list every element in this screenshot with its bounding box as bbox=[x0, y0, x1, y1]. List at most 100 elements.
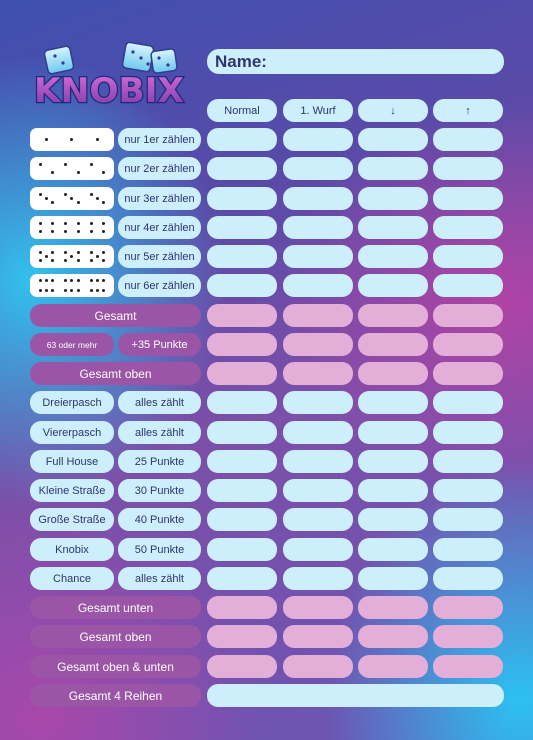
score-cell[interactable] bbox=[358, 567, 428, 590]
score-cell[interactable] bbox=[283, 391, 353, 414]
category-points-label: 30 Punkte bbox=[118, 479, 201, 502]
score-cell[interactable] bbox=[433, 567, 503, 590]
score-cell[interactable] bbox=[283, 157, 353, 180]
score-cell[interactable] bbox=[433, 187, 503, 210]
score-cell[interactable] bbox=[433, 391, 503, 414]
die-face-icon bbox=[63, 221, 81, 234]
score-cell[interactable] bbox=[283, 216, 353, 239]
score-cell[interactable] bbox=[283, 128, 353, 151]
score-cell[interactable] bbox=[358, 362, 428, 385]
die-face-icon bbox=[38, 192, 56, 205]
score-cell[interactable] bbox=[433, 625, 503, 648]
score-cell[interactable] bbox=[358, 157, 428, 180]
category-name-label: Viererpasch bbox=[30, 421, 114, 444]
score-cell[interactable] bbox=[207, 625, 277, 648]
score-cell[interactable] bbox=[283, 655, 353, 678]
die-face-icon bbox=[63, 250, 81, 263]
score-cell[interactable] bbox=[283, 625, 353, 648]
score-cell[interactable] bbox=[433, 157, 503, 180]
score-cell[interactable] bbox=[433, 216, 503, 239]
score-cell[interactable] bbox=[207, 450, 277, 473]
score-cell[interactable] bbox=[358, 274, 428, 297]
score-cell[interactable] bbox=[433, 450, 503, 473]
score-cell[interactable] bbox=[207, 333, 277, 356]
score-cell[interactable] bbox=[207, 538, 277, 561]
score-cell[interactable] bbox=[207, 596, 277, 619]
score-cell[interactable] bbox=[433, 274, 503, 297]
score-cell[interactable] bbox=[358, 508, 428, 531]
score-cell[interactable] bbox=[358, 450, 428, 473]
score-cell[interactable] bbox=[207, 187, 277, 210]
score-cell[interactable] bbox=[358, 245, 428, 268]
score-cell[interactable] bbox=[207, 391, 277, 414]
total-label-3: Gesamt oben & unten bbox=[30, 655, 201, 678]
score-cell[interactable] bbox=[358, 479, 428, 502]
category-points-label: alles zählt bbox=[118, 567, 201, 590]
score-cell[interactable] bbox=[207, 157, 277, 180]
score-cell[interactable] bbox=[358, 625, 428, 648]
score-cell[interactable] bbox=[433, 245, 503, 268]
score-cell[interactable] bbox=[283, 333, 353, 356]
score-cell[interactable] bbox=[283, 479, 353, 502]
dice-rule-label: nur 4er zählen bbox=[118, 216, 201, 239]
score-cell[interactable] bbox=[358, 216, 428, 239]
score-cell[interactable] bbox=[207, 655, 277, 678]
score-cell[interactable] bbox=[207, 567, 277, 590]
category-name-label: Chance bbox=[30, 567, 114, 590]
score-cell[interactable] bbox=[358, 655, 428, 678]
name-field[interactable]: Name: bbox=[207, 49, 504, 74]
score-cell[interactable] bbox=[358, 391, 428, 414]
score-cell[interactable] bbox=[358, 538, 428, 561]
score-cell[interactable] bbox=[358, 187, 428, 210]
score-cell[interactable] bbox=[283, 508, 353, 531]
die-face-icon bbox=[88, 192, 106, 205]
column-header-2: 1. Wurf bbox=[283, 99, 353, 122]
score-cell[interactable] bbox=[283, 538, 353, 561]
die-face-icon bbox=[38, 133, 56, 146]
score-cell[interactable] bbox=[433, 304, 503, 327]
score-cell[interactable] bbox=[207, 479, 277, 502]
score-cell[interactable] bbox=[207, 304, 277, 327]
score-cell[interactable] bbox=[358, 128, 428, 151]
score-cell[interactable] bbox=[358, 421, 428, 444]
score-cell[interactable] bbox=[433, 421, 503, 444]
column-header-4: ↑ bbox=[433, 99, 503, 122]
score-cell[interactable] bbox=[433, 508, 503, 531]
score-cell[interactable] bbox=[433, 596, 503, 619]
score-cell[interactable] bbox=[283, 304, 353, 327]
score-cell[interactable] bbox=[207, 508, 277, 531]
score-cell[interactable] bbox=[358, 333, 428, 356]
score-cell[interactable] bbox=[283, 245, 353, 268]
score-cell[interactable] bbox=[283, 274, 353, 297]
score-cell[interactable] bbox=[207, 421, 277, 444]
dice-face-group-6 bbox=[30, 274, 114, 297]
score-cell[interactable] bbox=[283, 187, 353, 210]
score-cell[interactable] bbox=[207, 362, 277, 385]
dice-rule-label: nur 6er zählen bbox=[118, 274, 201, 297]
score-cell[interactable] bbox=[207, 245, 277, 268]
score-cell[interactable] bbox=[283, 567, 353, 590]
score-cell[interactable] bbox=[207, 128, 277, 151]
score-cell[interactable] bbox=[283, 450, 353, 473]
score-cell[interactable] bbox=[283, 421, 353, 444]
score-cell[interactable] bbox=[433, 333, 503, 356]
score-cell[interactable] bbox=[358, 596, 428, 619]
score-cell[interactable] bbox=[433, 655, 503, 678]
score-cell[interactable] bbox=[433, 362, 503, 385]
name-label: Name: bbox=[215, 51, 267, 71]
category-points-label: 50 Punkte bbox=[118, 538, 201, 561]
score-cell[interactable] bbox=[283, 362, 353, 385]
die-face-icon bbox=[38, 221, 56, 234]
score-cell[interactable] bbox=[207, 274, 277, 297]
score-cell[interactable] bbox=[433, 128, 503, 151]
die-face-icon bbox=[38, 162, 56, 175]
die-face-icon bbox=[88, 250, 106, 263]
dice-rule-label: nur 3er zählen bbox=[118, 187, 201, 210]
die-face-icon bbox=[38, 279, 56, 292]
score-cell[interactable] bbox=[207, 216, 277, 239]
score-cell[interactable] bbox=[358, 304, 428, 327]
grand-total-score-cell[interactable] bbox=[207, 684, 504, 707]
score-cell[interactable] bbox=[433, 479, 503, 502]
score-cell[interactable] bbox=[433, 538, 503, 561]
score-cell[interactable] bbox=[283, 596, 353, 619]
